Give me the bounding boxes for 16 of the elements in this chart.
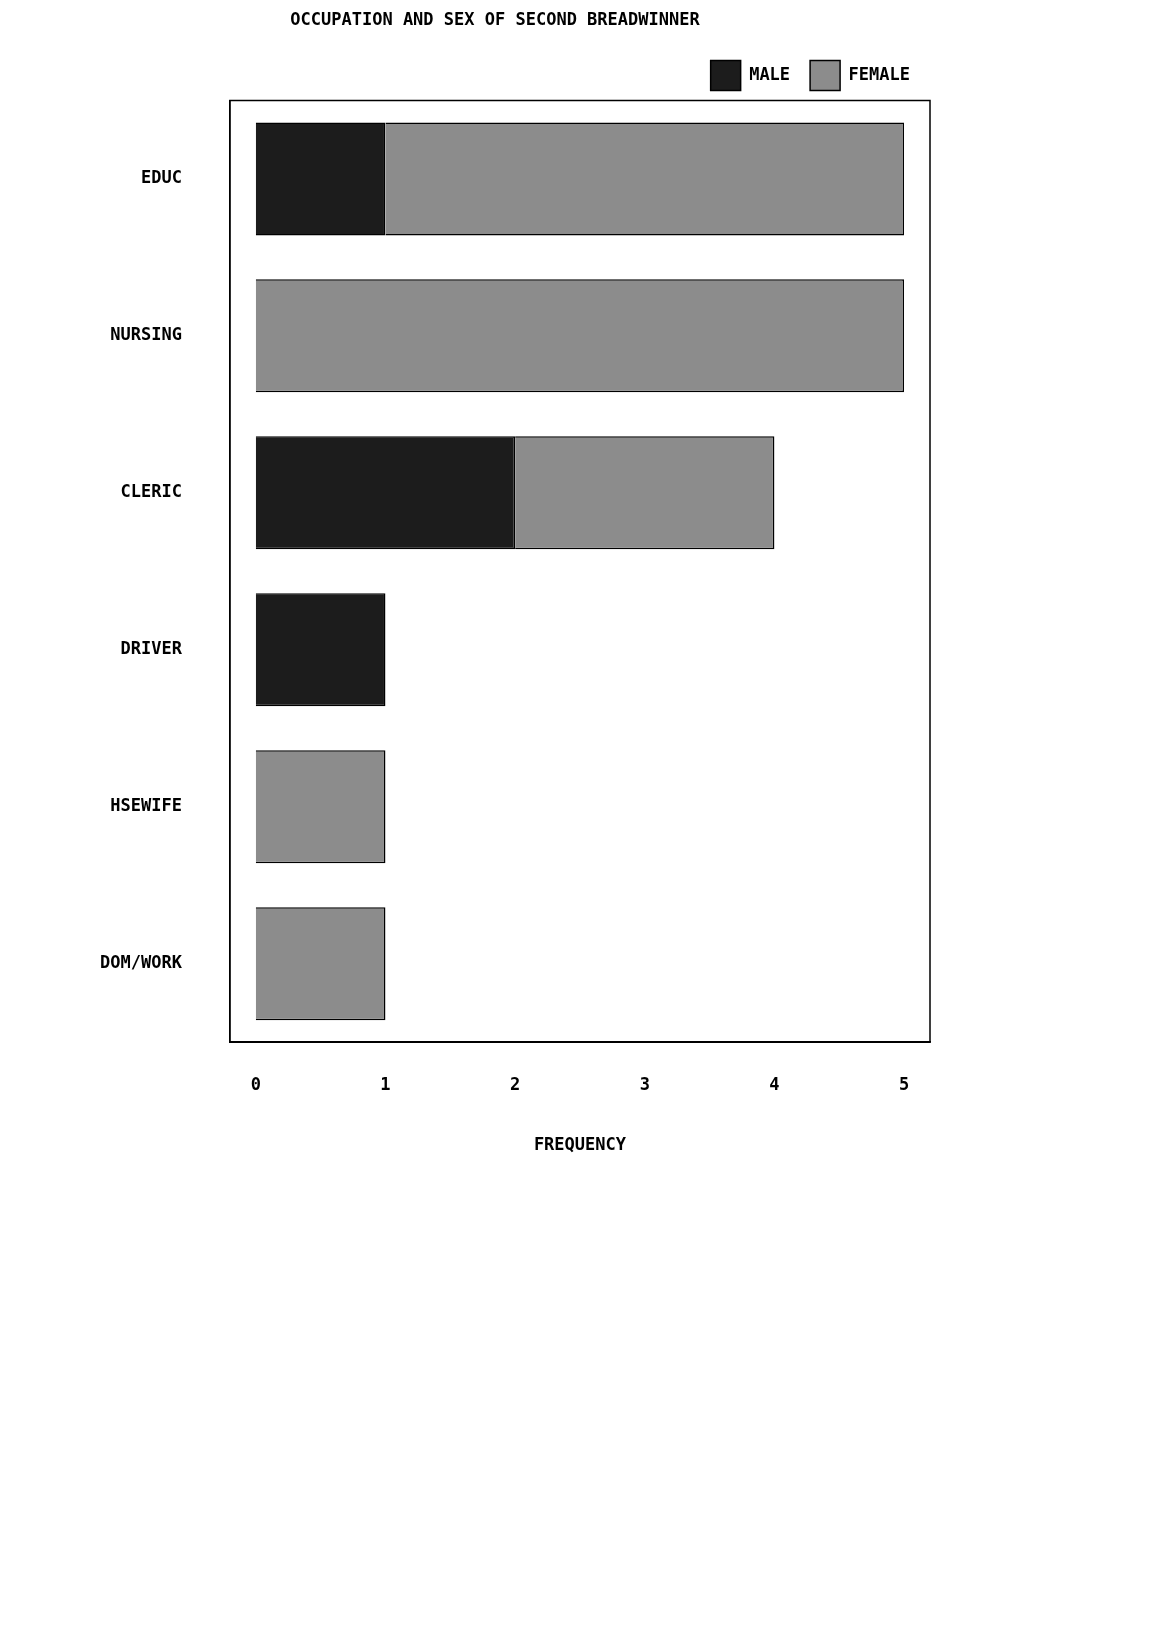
- chart-title: OCCUPATION AND SEX OF SECOND BREADWINNER: [290, 8, 701, 29]
- y-tick-label: HSEWIFE: [110, 795, 182, 816]
- y-tick-label: DOM/WORK: [99, 952, 183, 973]
- y-tick-label: NURSING: [110, 324, 182, 345]
- x-tick-label: 1: [380, 1073, 391, 1094]
- y-tick-label: DRIVER: [120, 638, 183, 659]
- x-tick-label: 3: [639, 1073, 650, 1094]
- y-tick-label: CLERIC: [120, 481, 182, 502]
- x-tick-label: 4: [769, 1073, 780, 1094]
- x-tick-label: 0: [250, 1073, 261, 1094]
- x-tick-label: 2: [509, 1073, 521, 1094]
- legend-label: MALE: [749, 63, 791, 84]
- y-tick-label: EDUC: [140, 167, 182, 188]
- x-axis-title: FREQUENCY: [533, 1134, 627, 1155]
- legend-label: FEMALE: [848, 63, 911, 84]
- x-tick-label: 5: [898, 1073, 910, 1094]
